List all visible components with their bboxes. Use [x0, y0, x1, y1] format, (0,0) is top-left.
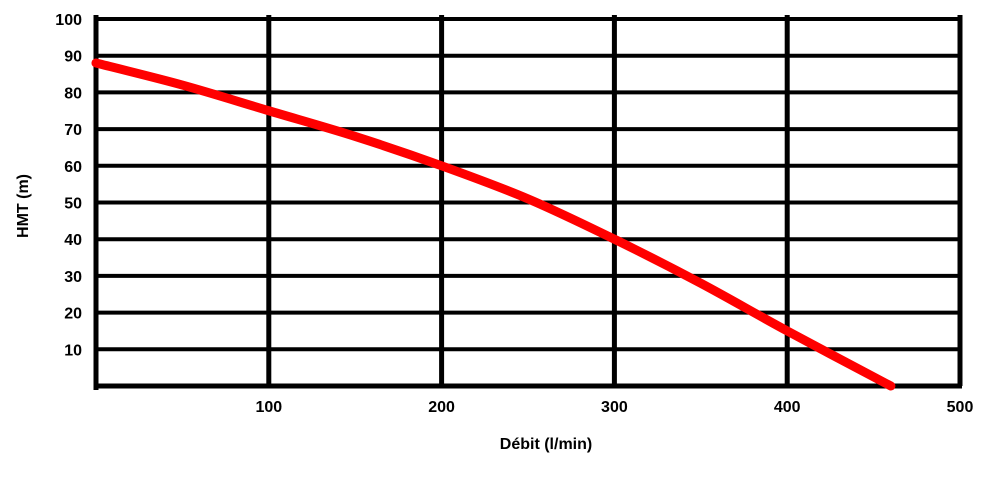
y-tick-label-50: 50 — [64, 196, 82, 213]
x-tick-label-100: 100 — [255, 399, 282, 416]
vertical-gridlines — [266, 15, 963, 386]
y-tick-label-80: 80 — [64, 85, 82, 102]
y-tick-labels: 10 20 30 40 50 60 70 80 90 100 — [55, 12, 82, 359]
y-tick-label-10: 10 — [64, 342, 82, 359]
y-axis-label: HMT (m) — [15, 174, 32, 238]
y-tick-label-90: 90 — [64, 49, 82, 66]
x-tick-label-400: 400 — [774, 399, 801, 416]
series-layer — [91, 58, 896, 391]
x-axis-label: Débit (l/min) — [500, 436, 592, 453]
x-tick-label-500: 500 — [947, 399, 974, 416]
x-tick-labels: 100 200 300 400 500 — [255, 399, 973, 416]
horizontal-gridlines — [96, 17, 960, 352]
y-tick-label-20: 20 — [64, 306, 82, 323]
series-line-0 — [91, 58, 896, 391]
y-tick-label-70: 70 — [64, 122, 82, 139]
plot-frame — [93, 15, 962, 390]
y-tick-label-100: 100 — [55, 12, 82, 29]
x-tick-label-300: 300 — [601, 399, 628, 416]
x-tick-label-200: 200 — [428, 399, 455, 416]
y-tick-label-30: 30 — [64, 269, 82, 286]
y-tick-label-40: 40 — [64, 232, 82, 249]
y-tick-label-60: 60 — [64, 159, 82, 176]
